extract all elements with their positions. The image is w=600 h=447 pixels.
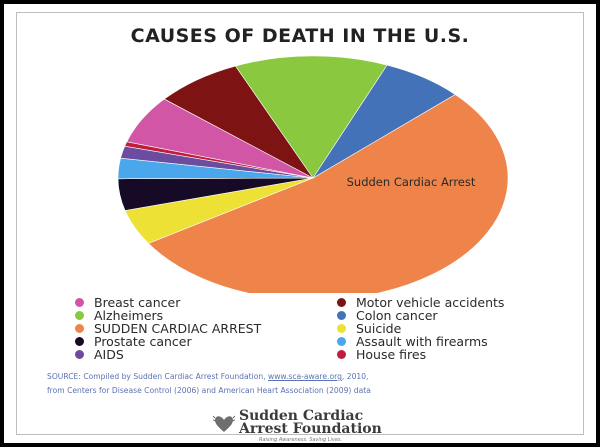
legend-swatch	[75, 337, 84, 346]
legend-item: Colon cancer	[337, 308, 438, 323]
legend-label: Alzheimers	[94, 308, 164, 323]
source-link[interactable]: www.sca-aware.org	[268, 372, 342, 381]
legend-item: Alzheimers	[75, 308, 164, 323]
legend-label: Suicide	[356, 321, 402, 336]
legend-item: Assault with firearms	[337, 334, 488, 349]
legend-swatch	[337, 350, 346, 359]
legend-label: Breast cancer	[94, 295, 181, 310]
pie-slice-sudden-cardiac-arrest	[147, 94, 509, 293]
legend-swatch	[337, 337, 346, 346]
legend-label: Colon cancer	[356, 308, 438, 323]
legend-label: SUDDEN CARDIAC ARREST	[94, 321, 262, 336]
legend-label: Motor vehicle accidents	[356, 295, 505, 310]
poster: CAUSES OF DEATH IN THE U.S. Sudden Cardi…	[16, 12, 584, 443]
chart-title: CAUSES OF DEATH IN THE U.S.	[130, 25, 470, 47]
legend-item: Prostate cancer	[75, 334, 192, 349]
pie-slice-colon-cancer	[312, 64, 456, 179]
legend-item: Suicide	[337, 321, 402, 336]
legend-swatch	[337, 324, 346, 333]
logo-line2: Arrest Foundation	[239, 421, 382, 437]
legend-swatch	[75, 324, 84, 333]
legend-item: Motor vehicle accidents	[337, 295, 505, 310]
legend-swatch	[75, 350, 84, 359]
legend-swatch	[337, 311, 346, 320]
legend-item: Breast cancer	[75, 295, 181, 310]
pie-slice-alzheimers	[235, 55, 388, 179]
legend-label: AIDS	[94, 347, 124, 362]
legend-swatch	[75, 298, 84, 307]
legend-swatch	[75, 311, 84, 320]
source-note: SOURCE: Compiled by Sudden Cardiac Arres…	[47, 370, 567, 398]
legend-label: House fires	[356, 347, 427, 362]
source-prefix: SOURCE: Compiled by Sudden Cardiac Arres…	[47, 372, 269, 381]
legend-label: Assault with firearms	[356, 334, 488, 349]
foundation-logo: Sudden Cardiac Arrest Foundation Raising…	[213, 408, 413, 443]
legend-swatch	[337, 298, 346, 307]
poster-frame: CAUSES OF DEATH IN THE U.S. Sudden Cardi…	[4, 4, 596, 443]
logo-tagline: Raising Awareness. Saving Lives.	[259, 437, 343, 443]
legend-item: AIDS	[75, 347, 124, 362]
slice-label-sudden-cardiac-arrest: Sudden Cardiac Arrest	[347, 175, 476, 189]
pie-chart: Sudden Cardiac Arrest	[117, 55, 509, 293]
legend-label: Prostate cancer	[94, 334, 192, 349]
logo-line1: Sudden Cardiac	[239, 408, 364, 424]
legend-item: SUDDEN CARDIAC ARREST	[75, 321, 262, 336]
legend-item: House fires	[337, 347, 427, 362]
winged-heart-icon	[213, 415, 235, 432]
source-line2: from Centers for Disease Control (2006) …	[47, 386, 371, 395]
source-suffix: , 2010,	[341, 372, 369, 381]
